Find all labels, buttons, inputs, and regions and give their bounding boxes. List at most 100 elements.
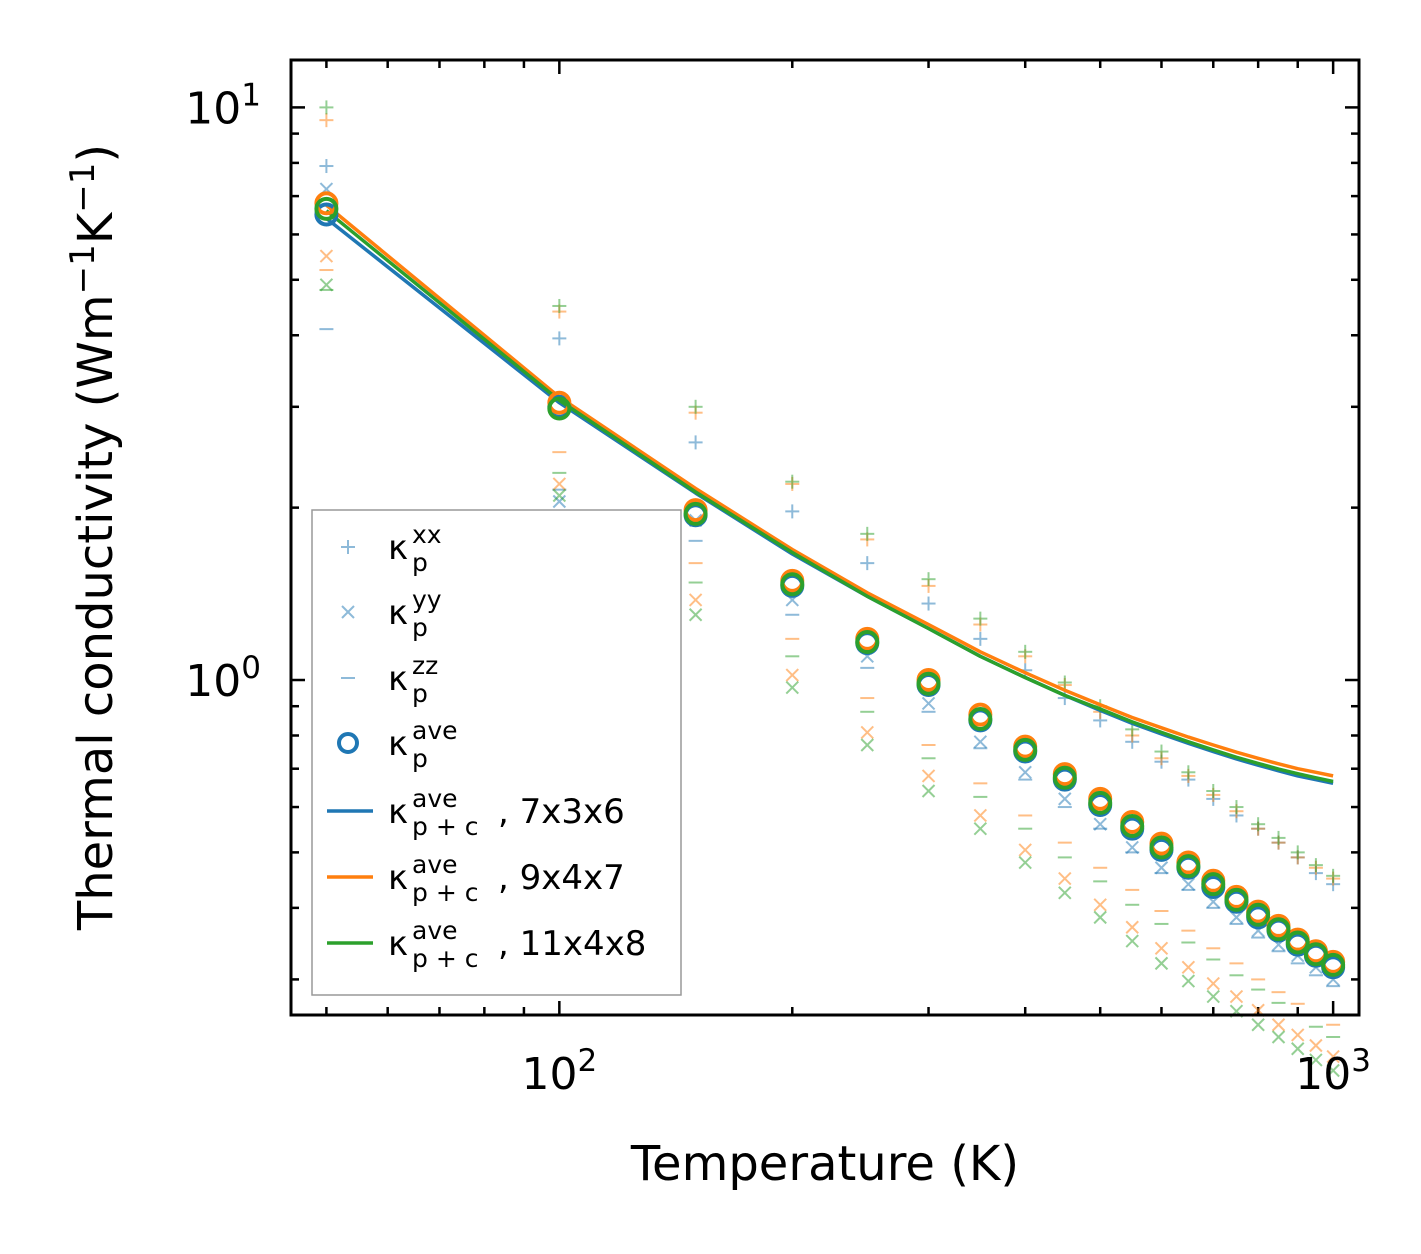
kyy-point-b bbox=[552, 488, 567, 503]
kyy-point-b bbox=[973, 821, 988, 836]
kyy-point bbox=[1093, 898, 1107, 912]
kyy-point-b bbox=[1326, 1063, 1340, 1078]
kyy-point-b bbox=[921, 696, 936, 711]
kyy-point bbox=[688, 608, 703, 622]
kyy-point bbox=[785, 680, 799, 695]
kpc-line-9x4x7 bbox=[325, 203, 1334, 778]
x-tick-label-base: 10 bbox=[1295, 1049, 1351, 1100]
y-axis-title-exp2: −1 bbox=[63, 163, 103, 213]
legend-entry-6-suffix: , 9x4x7 bbox=[498, 858, 625, 898]
legend-entry-1-kappa: κ bbox=[388, 528, 408, 568]
kyy-point-b bbox=[1125, 920, 1139, 934]
kave-point bbox=[1303, 942, 1328, 967]
kyy-point bbox=[1018, 843, 1032, 857]
legend-entry-6-kappa: κ bbox=[388, 858, 408, 898]
kyy-point-b bbox=[1291, 1028, 1305, 1042]
kave-point bbox=[1246, 902, 1271, 927]
kave-point bbox=[314, 196, 339, 221]
kyy-point bbox=[1291, 1028, 1305, 1042]
legend-entry-5-sup: ave bbox=[412, 784, 458, 813]
kxx-point bbox=[1326, 868, 1341, 883]
legend-entry-1-sup: xx bbox=[412, 520, 442, 549]
legend-entry-6-sup: ave bbox=[412, 850, 458, 879]
y-axis-title-base: Thermal conductivity (Wm bbox=[68, 294, 124, 931]
kyy-point bbox=[1058, 871, 1072, 886]
kave-point bbox=[968, 706, 993, 731]
kyy-point-b bbox=[785, 680, 799, 695]
kave-point bbox=[547, 396, 572, 421]
kxx-point bbox=[921, 572, 936, 587]
x-tick-label-base: 10 bbox=[521, 1049, 577, 1100]
y-tick-label-exp: 1 bbox=[241, 77, 261, 113]
kyy-point bbox=[973, 735, 988, 749]
legend-entry-5-sub: p + c bbox=[412, 812, 478, 841]
legend-entry-2-kappa: κ bbox=[388, 593, 408, 633]
plot-frame bbox=[289, 58, 1361, 1017]
kyy-point-b bbox=[1018, 855, 1032, 870]
kyy-point bbox=[552, 494, 567, 509]
kyy-point-b bbox=[1326, 1049, 1340, 1064]
legend-frame bbox=[311, 509, 682, 996]
kyy-point bbox=[1058, 792, 1072, 806]
kave-point bbox=[1321, 952, 1346, 977]
kyy-point bbox=[1154, 941, 1169, 955]
kyy-point bbox=[1206, 989, 1220, 1004]
kyy-point-b bbox=[1018, 843, 1032, 857]
legend-entry-7-suffix: , 11x4x8 bbox=[498, 924, 646, 964]
kxx-point bbox=[785, 504, 800, 519]
kyy-point-b bbox=[1271, 1030, 1286, 1044]
kpc-line-11x4x8 bbox=[325, 209, 1334, 784]
legend-entry-4-sup: ave bbox=[412, 716, 458, 745]
kxx-point bbox=[1229, 800, 1244, 815]
kyy-point-b bbox=[1229, 910, 1244, 925]
kyy-point-b bbox=[1229, 989, 1244, 1004]
kave-point bbox=[1201, 872, 1226, 897]
kyy-point-b bbox=[1206, 989, 1220, 1004]
kxx-point bbox=[688, 435, 703, 450]
kyy-point bbox=[1058, 886, 1072, 900]
legend-entry-1-sub: p bbox=[412, 548, 428, 577]
kyy-point bbox=[785, 668, 799, 682]
kyy-point bbox=[860, 725, 874, 740]
y-tick-label-base: 10 bbox=[185, 656, 241, 707]
kyy-point bbox=[921, 696, 936, 711]
kyy-point-b bbox=[1181, 960, 1196, 974]
kyy-point-b bbox=[319, 249, 334, 263]
kxx-point bbox=[319, 113, 334, 128]
legend-entry-7-sub: p + c bbox=[412, 944, 478, 973]
kave-point bbox=[1224, 887, 1249, 912]
kxx-point bbox=[921, 596, 936, 611]
kave-point bbox=[1285, 930, 1310, 955]
kyy-point bbox=[1206, 976, 1220, 991]
kxx-point bbox=[1018, 644, 1033, 659]
kyy-point-b bbox=[1309, 1038, 1323, 1053]
kave-point bbox=[780, 572, 805, 597]
kave-point bbox=[916, 671, 941, 696]
kyy-point bbox=[1309, 1053, 1323, 1067]
kyy-point-b bbox=[1058, 886, 1072, 900]
data-marks bbox=[314, 100, 1346, 1078]
kyy-point-b bbox=[688, 593, 703, 607]
kyy-point-b bbox=[1181, 974, 1196, 988]
kyy-point bbox=[1326, 1049, 1340, 1064]
kave-point bbox=[1120, 813, 1145, 838]
legend-entry-7-kappa: κ bbox=[388, 924, 408, 964]
kxx-point bbox=[319, 159, 334, 174]
kyy-point bbox=[1154, 956, 1169, 971]
kyy-point-b bbox=[1058, 871, 1072, 886]
kyy-point bbox=[319, 278, 334, 292]
kyy-point-b bbox=[1125, 934, 1139, 948]
kyy-point-b bbox=[1309, 1053, 1323, 1067]
kave-point bbox=[1013, 737, 1038, 762]
y-tick-label-base: 10 bbox=[185, 83, 241, 134]
x-tick-label: 103 bbox=[1295, 1043, 1371, 1100]
legend-entry-2-marker-b bbox=[341, 605, 355, 619]
y-tick-label-exp: 0 bbox=[241, 650, 261, 686]
kxx-point bbox=[319, 100, 334, 115]
kxx-point bbox=[1271, 830, 1286, 845]
kyy-point-b bbox=[1154, 861, 1169, 875]
y-tick-label: 100 bbox=[185, 650, 261, 707]
kxx-point bbox=[973, 611, 988, 626]
